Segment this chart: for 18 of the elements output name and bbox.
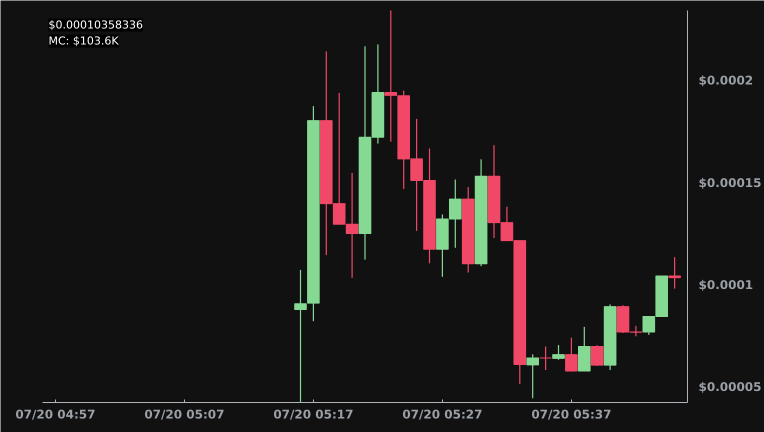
candlestick xyxy=(668,256,681,290)
candlestick xyxy=(539,346,552,371)
candlestick xyxy=(565,337,578,372)
candlestick xyxy=(590,344,604,367)
y-tick-label: $0.0002 xyxy=(698,74,754,88)
y-tick-label: $0.00015 xyxy=(698,176,762,190)
y-tick-label: $0.00005 xyxy=(698,380,762,394)
x-tick-label: 07/20 05:07 xyxy=(144,408,224,422)
x-tick-label: 07/20 05:37 xyxy=(531,408,612,422)
candlestick xyxy=(526,354,540,399)
annotation: $0.00010358336 xyxy=(48,18,143,32)
y-tick-label: $0.0001 xyxy=(698,278,754,292)
annotation: MC: $103.6K xyxy=(48,34,120,48)
x-tick-label: 07/20 05:17 xyxy=(273,408,354,422)
candlestick xyxy=(552,344,565,360)
x-tick-label: 07/20 05:27 xyxy=(402,408,482,422)
candlestick xyxy=(294,269,307,402)
x-tick-label: 07/20 04:57 xyxy=(15,408,96,422)
